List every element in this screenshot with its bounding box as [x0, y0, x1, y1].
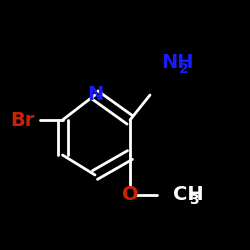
Text: NH: NH — [161, 53, 194, 72]
Text: CH: CH — [172, 186, 203, 204]
Text: 2: 2 — [179, 62, 188, 76]
Text: 3: 3 — [189, 193, 198, 207]
Text: Br: Br — [10, 110, 35, 130]
Text: N: N — [87, 86, 103, 104]
Text: O: O — [122, 186, 138, 204]
